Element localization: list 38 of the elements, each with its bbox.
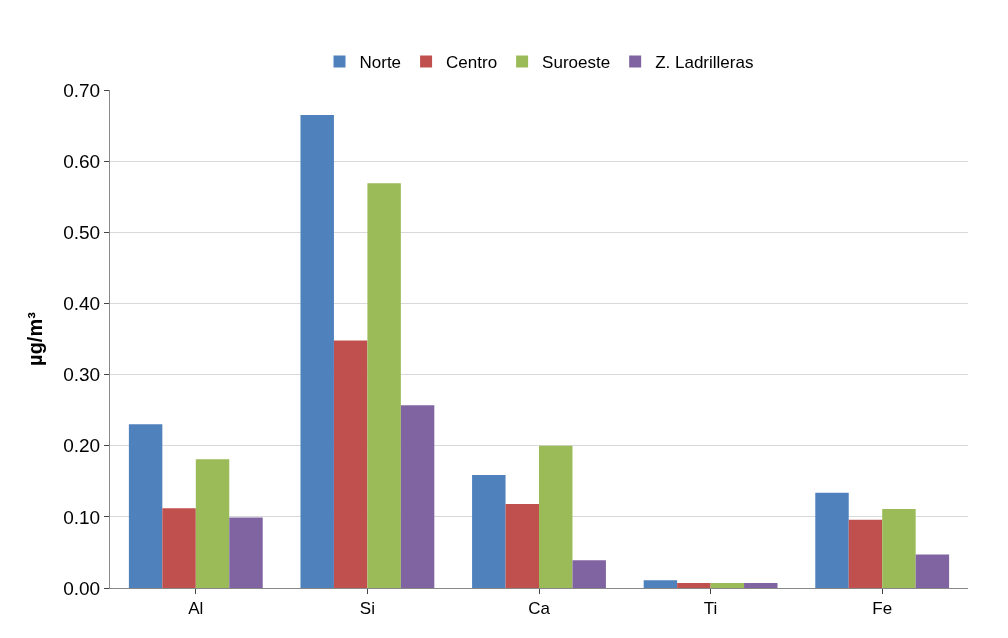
y-tick-label: 0.50 — [63, 221, 101, 243]
bar — [815, 492, 849, 588]
bar — [333, 340, 368, 588]
x-tick-label: Ca — [528, 599, 551, 619]
bar — [505, 504, 539, 588]
bar — [848, 519, 883, 588]
y-tick-label: 0.40 — [63, 293, 101, 315]
y-tick-label: 0.20 — [63, 435, 101, 457]
y-tick-label: 0.70 — [63, 79, 101, 101]
x-tick-label: Al — [188, 599, 204, 619]
bar — [300, 114, 334, 588]
bar — [195, 459, 230, 588]
y-tick-label: 0.30 — [63, 364, 101, 386]
bar — [572, 560, 606, 588]
y-tick-label: 0.10 — [63, 506, 101, 528]
bar — [162, 508, 196, 588]
bar — [539, 445, 573, 588]
bar — [915, 554, 950, 588]
bar — [472, 474, 506, 588]
legend-label: Z. Ladrilleras — [655, 53, 754, 73]
x-tick-label: Ti — [703, 599, 718, 619]
bar — [400, 405, 435, 588]
y-tick-label: 0.60 — [63, 150, 101, 172]
y-axis-title: µg/m³ — [23, 311, 46, 366]
legend-label: Suroeste — [542, 53, 611, 73]
bar — [744, 583, 778, 588]
x-tick-label: Fe — [872, 599, 893, 619]
bar — [128, 424, 163, 588]
bar — [367, 183, 401, 588]
bar — [710, 583, 745, 588]
bar — [229, 517, 263, 588]
y-tick-label: 0.00 — [63, 577, 101, 599]
legend-label: Centro — [446, 53, 498, 73]
x-tick-label: Si — [359, 599, 375, 619]
bar — [643, 580, 678, 588]
legend-label: Norte — [359, 53, 402, 73]
bar — [677, 583, 711, 588]
bar — [882, 509, 916, 588]
